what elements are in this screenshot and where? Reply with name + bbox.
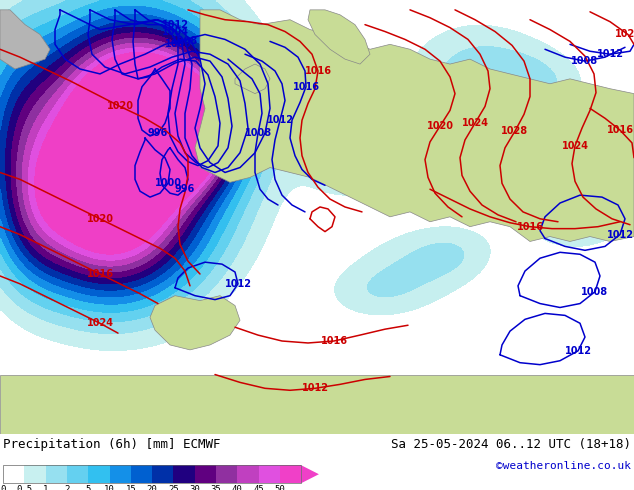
Text: 50: 50 <box>275 486 285 490</box>
Text: 1008: 1008 <box>571 56 598 66</box>
Polygon shape <box>301 465 319 483</box>
Text: 1020: 1020 <box>86 214 113 224</box>
Text: 30: 30 <box>190 486 200 490</box>
Text: 1000: 1000 <box>155 178 181 188</box>
Text: 20: 20 <box>147 486 157 490</box>
Text: 1024: 1024 <box>462 118 489 128</box>
Text: 40: 40 <box>232 486 243 490</box>
Polygon shape <box>235 64 270 94</box>
Text: 1008: 1008 <box>171 36 198 47</box>
Text: 1016: 1016 <box>292 82 320 92</box>
Text: 2: 2 <box>64 486 70 490</box>
Text: 45: 45 <box>253 486 264 490</box>
Text: 996: 996 <box>175 184 195 194</box>
Text: 1: 1 <box>43 486 48 490</box>
Text: 1008: 1008 <box>245 128 271 138</box>
Bar <box>3 465 301 483</box>
Text: 1020: 1020 <box>107 101 134 111</box>
Text: 1028: 1028 <box>501 126 529 136</box>
Text: ©weatheronline.co.uk: ©weatheronline.co.uk <box>496 461 631 471</box>
Text: 10: 10 <box>104 486 115 490</box>
Text: Sa 25-05-2024 06..12 UTC (18+18): Sa 25-05-2024 06..12 UTC (18+18) <box>391 438 631 451</box>
Bar <box>25 465 46 483</box>
Text: 1016: 1016 <box>86 269 113 279</box>
Text: Precipitation (6h) [mm] ECMWF: Precipitation (6h) [mm] ECMWF <box>3 438 221 451</box>
Bar <box>131 465 152 483</box>
Text: 35: 35 <box>210 486 221 490</box>
Polygon shape <box>308 10 370 64</box>
Text: 996: 996 <box>148 128 168 138</box>
Polygon shape <box>0 10 50 69</box>
Bar <box>46 465 67 483</box>
Text: 1012: 1012 <box>597 49 623 59</box>
Text: 0.5: 0.5 <box>16 486 32 490</box>
Bar <box>195 465 216 483</box>
Text: 15: 15 <box>126 486 136 490</box>
Text: 1004: 1004 <box>162 26 188 37</box>
Bar <box>3 465 25 483</box>
Text: 1012: 1012 <box>224 279 252 289</box>
Text: 1016: 1016 <box>321 336 347 346</box>
Text: 1024: 1024 <box>562 141 588 151</box>
Bar <box>152 465 174 483</box>
Polygon shape <box>195 10 634 242</box>
Text: 1024: 1024 <box>86 318 113 328</box>
Text: 1012: 1012 <box>162 20 188 29</box>
Text: 1000: 1000 <box>164 39 191 49</box>
Text: 25: 25 <box>168 486 179 490</box>
Text: 1016: 1016 <box>304 66 332 76</box>
Bar <box>216 465 237 483</box>
Polygon shape <box>150 295 240 350</box>
Text: 1012: 1012 <box>302 383 328 393</box>
Text: 0: 0 <box>1 486 6 490</box>
Text: 1012: 1012 <box>564 346 592 356</box>
Text: 1016: 1016 <box>607 125 633 135</box>
Text: 1012: 1012 <box>266 115 294 125</box>
Text: 1012: 1012 <box>607 230 633 240</box>
Bar <box>67 465 88 483</box>
Bar <box>88 465 110 483</box>
Bar <box>110 465 131 483</box>
Text: 1016: 1016 <box>517 221 543 232</box>
Text: 1008: 1008 <box>581 287 609 297</box>
Text: 1020: 1020 <box>427 121 453 131</box>
Text: 5: 5 <box>86 486 91 490</box>
Text: 1020: 1020 <box>614 29 634 40</box>
Bar <box>174 465 195 483</box>
Bar <box>259 465 280 483</box>
Bar <box>237 465 259 483</box>
Polygon shape <box>0 374 634 434</box>
Bar <box>280 465 301 483</box>
